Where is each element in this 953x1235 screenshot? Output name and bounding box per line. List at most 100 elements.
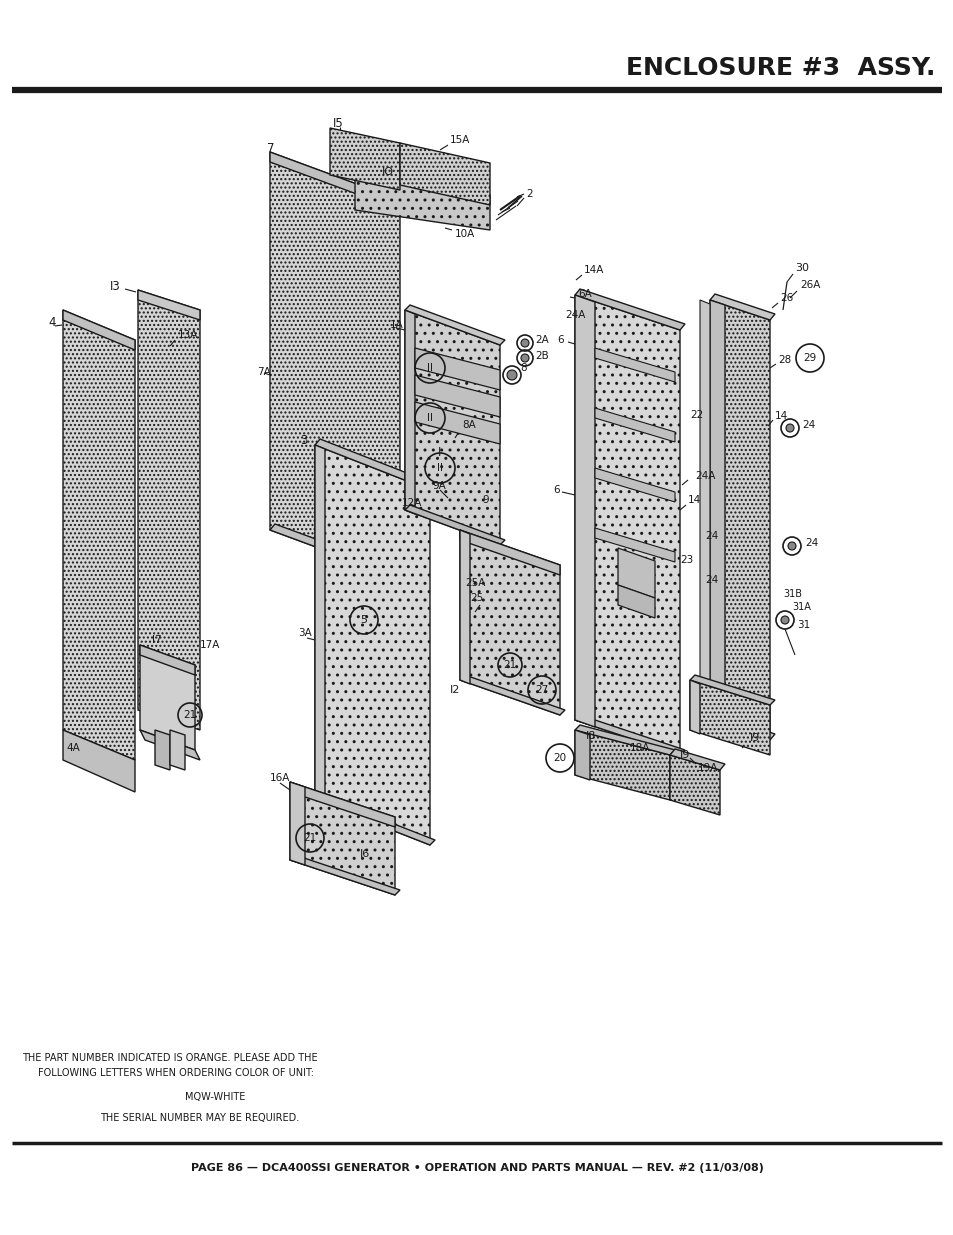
Text: ENCLOSURE #3  ASSY.: ENCLOSURE #3 ASSY. — [625, 56, 934, 80]
Text: 25A: 25A — [464, 578, 485, 588]
Text: 24: 24 — [804, 538, 818, 548]
Polygon shape — [575, 715, 684, 755]
Text: 24A: 24A — [695, 471, 715, 480]
Circle shape — [506, 370, 517, 380]
Text: I2: I2 — [450, 685, 460, 695]
Polygon shape — [290, 782, 395, 827]
Polygon shape — [140, 645, 194, 676]
Polygon shape — [575, 730, 589, 781]
Polygon shape — [355, 175, 490, 230]
Text: 9: 9 — [481, 495, 488, 505]
Text: II: II — [427, 363, 433, 373]
Text: 21: 21 — [183, 710, 196, 720]
Text: 26: 26 — [780, 293, 792, 303]
Text: I8: I8 — [585, 731, 596, 741]
Polygon shape — [459, 530, 559, 715]
Polygon shape — [405, 505, 504, 545]
Text: 2A: 2A — [535, 335, 548, 345]
Text: 1A: 1A — [390, 320, 403, 330]
Polygon shape — [405, 310, 499, 545]
Polygon shape — [314, 445, 325, 804]
Text: I9: I9 — [679, 750, 690, 760]
Text: FOLLOWING LETTERS WHEN ORDERING COLOR OF UNIT:: FOLLOWING LETTERS WHEN ORDERING COLOR OF… — [38, 1068, 314, 1078]
Text: 25: 25 — [470, 593, 483, 603]
Text: PAGE 86 — DCA400SSI GENERATOR • OPERATION AND PARTS MANUAL — REV. #2 (11/03/08): PAGE 86 — DCA400SSI GENERATOR • OPERATIO… — [191, 1163, 762, 1173]
Text: 28: 28 — [778, 354, 790, 366]
Polygon shape — [575, 725, 675, 755]
Circle shape — [520, 338, 529, 347]
Polygon shape — [270, 152, 399, 578]
Text: 18A: 18A — [629, 743, 650, 753]
Text: 6: 6 — [553, 485, 559, 495]
Text: 22: 22 — [689, 410, 702, 420]
Polygon shape — [689, 680, 700, 734]
Polygon shape — [709, 294, 774, 320]
Polygon shape — [595, 468, 675, 501]
Text: 3: 3 — [299, 435, 307, 447]
Polygon shape — [140, 645, 194, 750]
Text: 8: 8 — [519, 363, 526, 373]
Circle shape — [785, 424, 793, 432]
Text: 17A: 17A — [200, 640, 220, 650]
Text: I7: I7 — [152, 635, 161, 645]
Polygon shape — [709, 300, 724, 725]
Text: THE SERIAL NUMBER MAY BE REQUIRED.: THE SERIAL NUMBER MAY BE REQUIRED. — [100, 1113, 299, 1123]
Polygon shape — [415, 375, 499, 417]
Text: 29: 29 — [802, 353, 816, 363]
Polygon shape — [314, 795, 435, 845]
Polygon shape — [290, 855, 399, 895]
Polygon shape — [689, 676, 774, 705]
Polygon shape — [314, 438, 435, 490]
Text: I5: I5 — [333, 116, 343, 130]
Text: 23: 23 — [679, 555, 693, 564]
Polygon shape — [330, 128, 399, 190]
Text: I6: I6 — [359, 848, 370, 860]
Polygon shape — [270, 524, 405, 578]
Polygon shape — [399, 143, 490, 205]
Text: 31: 31 — [796, 620, 809, 630]
Polygon shape — [170, 730, 185, 769]
Text: 6: 6 — [557, 335, 563, 345]
Polygon shape — [669, 748, 724, 769]
Text: 8A: 8A — [461, 420, 476, 430]
Text: 4A: 4A — [66, 743, 80, 753]
Polygon shape — [459, 676, 564, 715]
Text: 12A: 12A — [401, 498, 422, 508]
Polygon shape — [595, 348, 675, 382]
Polygon shape — [270, 152, 399, 210]
Polygon shape — [689, 680, 769, 755]
Polygon shape — [140, 730, 200, 760]
Text: 31A: 31A — [791, 601, 810, 613]
Text: 14: 14 — [687, 495, 700, 505]
Text: IO: IO — [381, 167, 394, 177]
Text: 2B: 2B — [535, 351, 548, 361]
Text: I9: I9 — [749, 734, 760, 743]
Polygon shape — [290, 782, 305, 864]
Text: 16A: 16A — [270, 773, 290, 783]
Text: 10A: 10A — [455, 228, 475, 240]
Polygon shape — [138, 290, 200, 320]
Text: 14: 14 — [774, 411, 787, 421]
Text: 20: 20 — [553, 753, 566, 763]
Polygon shape — [595, 408, 675, 442]
Text: 24: 24 — [704, 531, 718, 541]
Polygon shape — [154, 730, 170, 769]
Text: 24: 24 — [704, 576, 718, 585]
Polygon shape — [618, 548, 655, 598]
Text: 21: 21 — [503, 659, 517, 671]
Text: 19A: 19A — [698, 763, 718, 773]
Polygon shape — [669, 755, 720, 815]
Polygon shape — [314, 445, 430, 845]
Text: 3A: 3A — [297, 629, 312, 638]
Text: 6A: 6A — [578, 289, 591, 299]
Text: 7A: 7A — [256, 367, 271, 377]
Circle shape — [520, 354, 529, 362]
Text: 24: 24 — [801, 420, 815, 430]
Text: 5: 5 — [360, 615, 367, 625]
Text: 7: 7 — [267, 142, 274, 154]
Polygon shape — [709, 714, 774, 740]
Text: II: II — [427, 412, 433, 424]
Polygon shape — [63, 310, 135, 760]
Polygon shape — [415, 403, 499, 445]
Text: 24A: 24A — [564, 310, 585, 320]
